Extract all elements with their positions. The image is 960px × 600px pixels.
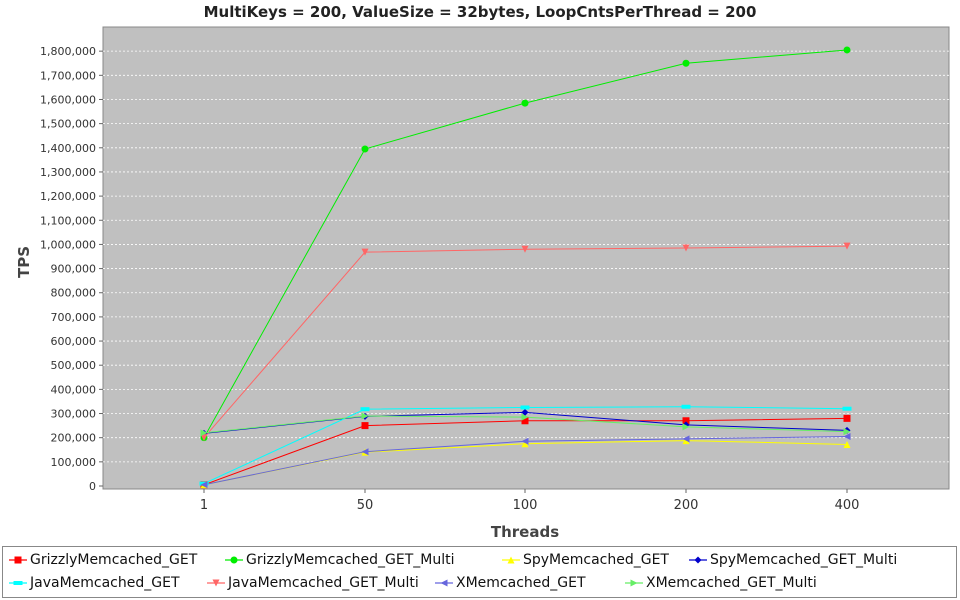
data-point bbox=[361, 412, 369, 420]
x-tick-label: 50 bbox=[357, 498, 374, 513]
data-point bbox=[843, 440, 851, 448]
legend-marker bbox=[440, 579, 448, 587]
data-point bbox=[521, 440, 529, 448]
data-point bbox=[521, 408, 529, 416]
legend-item: SpyMemcached_GET_Multi bbox=[689, 552, 897, 568]
y-tick-label: 400,000 bbox=[51, 383, 97, 396]
y-tick-label: 1,000,000 bbox=[40, 238, 96, 251]
data-point bbox=[843, 242, 851, 250]
legend-item: JavaMemcached_GET_Multi bbox=[207, 575, 419, 591]
data-point bbox=[521, 413, 529, 421]
data-point bbox=[361, 448, 369, 456]
y-tick-label: 200,000 bbox=[51, 432, 97, 445]
legend-swatch bbox=[625, 579, 643, 587]
legend-label: GrizzlyMemcached_GET bbox=[30, 552, 198, 568]
legend-item: SpyMemcached_GET bbox=[502, 552, 669, 568]
y-tick-label: 1,700,000 bbox=[40, 69, 96, 82]
x-tick-label: 200 bbox=[674, 498, 699, 513]
x-tick-label: 100 bbox=[513, 498, 538, 513]
y-tick-label: 1,200,000 bbox=[40, 190, 96, 203]
data-point bbox=[682, 417, 690, 425]
legend-marker bbox=[694, 556, 702, 564]
legend-marker bbox=[212, 579, 220, 587]
legend-item: XMemcached_GET bbox=[435, 575, 586, 591]
data-point bbox=[361, 422, 369, 430]
y-tick-label: 1,400,000 bbox=[40, 142, 96, 155]
legend: GrizzlyMemcached_GET GrizzlyMemcached_GET… bbox=[2, 546, 957, 598]
legend-marker bbox=[630, 579, 638, 587]
data-point bbox=[360, 407, 370, 412]
y-tick-label: 700,000 bbox=[51, 311, 97, 324]
legend-item: GrizzlyMemcached_GET bbox=[9, 552, 197, 568]
y-tick-label: 1,800,000 bbox=[40, 45, 96, 58]
legend-item: JavaMemcached_GET bbox=[9, 575, 180, 591]
y-axis: 0 100,000 200,000 300,000 400,000 500,000 600,… bbox=[40, 45, 103, 493]
data-point bbox=[842, 406, 852, 411]
y-axis-label: TPS bbox=[15, 246, 33, 278]
y-tick-label: 0 bbox=[89, 480, 96, 493]
legend-swatch bbox=[689, 556, 707, 564]
data-point bbox=[200, 481, 208, 489]
y-tick-label: 1,100,000 bbox=[40, 214, 96, 227]
x-tick-label: 400 bbox=[835, 498, 860, 513]
data-point bbox=[682, 244, 690, 252]
y-tick-label: 1,500,000 bbox=[40, 118, 96, 131]
y-tick-label: 100,000 bbox=[51, 456, 97, 469]
x-tick-label: 1 bbox=[200, 498, 208, 513]
data-point bbox=[361, 145, 369, 153]
legend-label: JavaMemcached_GET bbox=[30, 575, 180, 591]
data-point bbox=[521, 245, 529, 253]
legend-swatch bbox=[9, 581, 27, 585]
legend-marker bbox=[230, 556, 238, 564]
data-point bbox=[843, 414, 851, 422]
gridlines bbox=[103, 50, 949, 463]
data-point bbox=[521, 417, 529, 425]
data-point bbox=[521, 437, 529, 445]
y-tick-label: 600,000 bbox=[51, 335, 97, 348]
legend-label: SpyMemcached_GET bbox=[523, 552, 669, 568]
legend-marker bbox=[13, 581, 23, 585]
legend-swatch bbox=[225, 556, 243, 564]
legend-marker bbox=[507, 556, 515, 564]
data-point bbox=[200, 434, 208, 442]
data-point bbox=[843, 428, 851, 436]
y-tick-label: 1,600,000 bbox=[40, 93, 96, 106]
legend-swatch bbox=[502, 556, 520, 564]
data-point bbox=[843, 432, 851, 440]
legend-label: GrizzlyMemcached_GET_Multi bbox=[246, 552, 455, 568]
data-point bbox=[682, 435, 690, 443]
legend-label: SpyMemcached_GET_Multi bbox=[710, 552, 898, 568]
x-axis: 1 50 100 200 400 bbox=[200, 489, 860, 513]
data-point bbox=[200, 429, 208, 437]
data-point bbox=[843, 46, 851, 54]
legend-marker bbox=[14, 556, 22, 564]
data-point bbox=[361, 248, 369, 256]
data-point bbox=[682, 423, 690, 431]
y-tick-label: 500,000 bbox=[51, 359, 97, 372]
y-tick-label: 800,000 bbox=[51, 287, 97, 300]
series-markers bbox=[199, 46, 852, 489]
legend-item: XMemcached_GET_Multi bbox=[625, 575, 817, 591]
chart-title: MultiKeys = 200, ValueSize = 32bytes, Lo… bbox=[204, 3, 757, 21]
legend-item: GrizzlyMemcached_GET_Multi bbox=[225, 552, 455, 568]
y-tick-label: 900,000 bbox=[51, 263, 97, 276]
legend-swatch bbox=[435, 579, 453, 587]
data-point bbox=[682, 59, 690, 67]
y-tick-label: 300,000 bbox=[51, 408, 97, 421]
legend-label: XMemcached_GET_Multi bbox=[646, 575, 817, 591]
chart: MultiKeys = 200, ValueSize = 32bytes, Lo… bbox=[15, 3, 950, 541]
data-point bbox=[521, 99, 529, 107]
y-tick-label: 1,300,000 bbox=[40, 166, 96, 179]
legend-label: JavaMemcached_GET_Multi bbox=[228, 575, 419, 591]
legend-swatch bbox=[207, 579, 225, 587]
data-point bbox=[681, 404, 691, 409]
legend-label: XMemcached_GET bbox=[456, 575, 586, 591]
legend-swatch bbox=[9, 556, 27, 564]
x-axis-label: Threads bbox=[491, 523, 559, 541]
data-point bbox=[520, 405, 530, 410]
